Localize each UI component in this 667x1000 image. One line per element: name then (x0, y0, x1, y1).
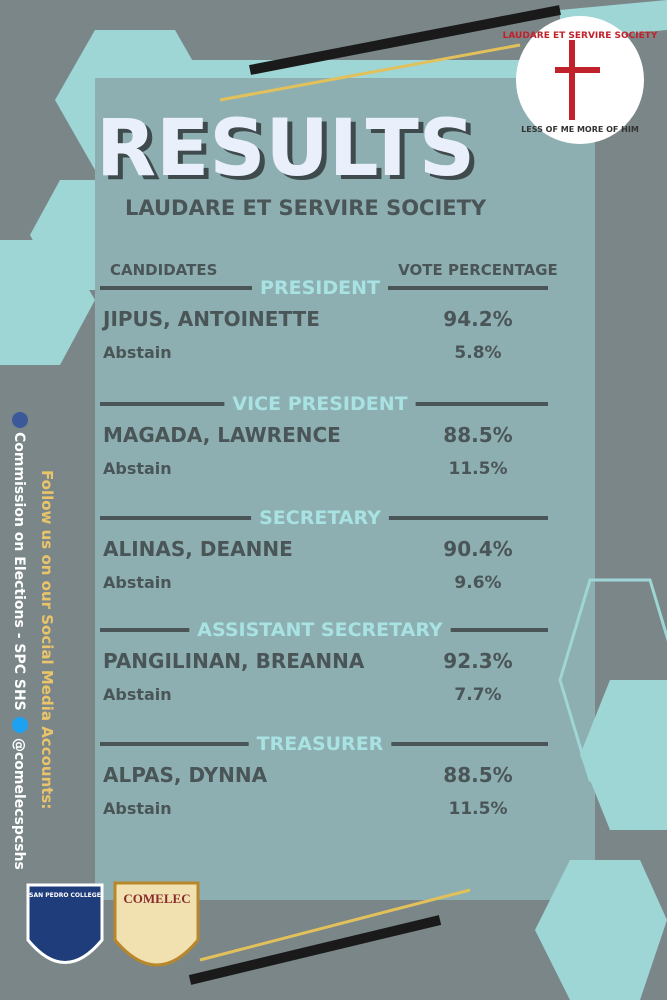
comelec-logo (113, 881, 200, 967)
vote-percentage: 88.5% (443, 763, 512, 787)
stripe (219, 43, 521, 102)
position-title: PRESIDENT (260, 277, 380, 299)
logo-text: LESS OF ME MORE OF HIM (521, 125, 639, 134)
logo-text: SAN PEDRO COLLEGE (29, 892, 101, 899)
society-logo (516, 16, 644, 144)
twitter-icon (12, 717, 28, 733)
subtitle: LAUDARE ET SERVIRE SOCIETY (125, 196, 487, 220)
vote-percentage: 88.5% (443, 423, 512, 447)
stripe (199, 888, 471, 962)
position-title: TREASURER (257, 733, 384, 755)
candidate-name: MAGADA, LAWRENCE (103, 423, 341, 447)
logo-cross (555, 40, 600, 120)
logo-text: LAUDARE ET SERVIRE SOCIETY (503, 31, 658, 41)
abstain-label: Abstain (103, 343, 172, 362)
candidate-name: JIPUS, ANTOINETTE (101, 307, 320, 331)
abstain-label: Abstain (103, 573, 172, 592)
candidate-name: ALPAS, DYNNA (103, 763, 268, 787)
facebook: Commission on Elections - SPC SHS (11, 432, 27, 711)
results-table: PRESIDENT JIPUS, ANTOINETTE 94.2% Abstain 5.… (100, 277, 548, 819)
hexagon (0, 240, 95, 365)
hexagon (580, 680, 667, 830)
position-title: SECRETARY (259, 507, 381, 529)
abstain-label: Abstain (103, 685, 172, 704)
logo-text: COMELEC (123, 891, 190, 906)
vote-percentage: 5.8% (454, 343, 501, 363)
vote-percentage: 94.2% (443, 307, 512, 331)
title: RESULTS (96, 104, 475, 194)
title-shadow: RESULTS (101, 108, 480, 198)
vote-percentage: 11.5% (449, 799, 508, 819)
college-logo (26, 883, 104, 964)
vote-percentage: 90.4% (443, 537, 512, 561)
hexagon (535, 860, 667, 1000)
social: Follow us on our Social Media Accounts: … (11, 412, 56, 870)
stripe (249, 5, 561, 75)
vote-percentage: 92.3% (443, 649, 512, 673)
facebook-icon (12, 412, 28, 428)
panel (95, 78, 595, 900)
social-heading: Follow us on our Social Media Accounts: (38, 470, 56, 809)
column-header: VOTE PERCENTAGE (398, 261, 558, 279)
position-title: ASSISTANT SECRETARY (197, 619, 443, 641)
vote-percentage: 7.7% (454, 685, 501, 705)
column-header: CANDIDATES (110, 261, 217, 279)
abstain-label: Abstain (103, 799, 172, 818)
twitter: @comelecspcshs (11, 738, 27, 870)
position-title: VICE PRESIDENT (232, 393, 407, 415)
vote-percentage: 9.6% (454, 573, 501, 593)
vote-percentage: 11.5% (449, 459, 508, 479)
stripe (188, 915, 442, 985)
candidate-name: ALINAS, DEANNE (103, 537, 293, 561)
candidate-name: PANGILINAN, BREANNA (103, 649, 365, 673)
abstain-label: Abstain (103, 459, 172, 478)
